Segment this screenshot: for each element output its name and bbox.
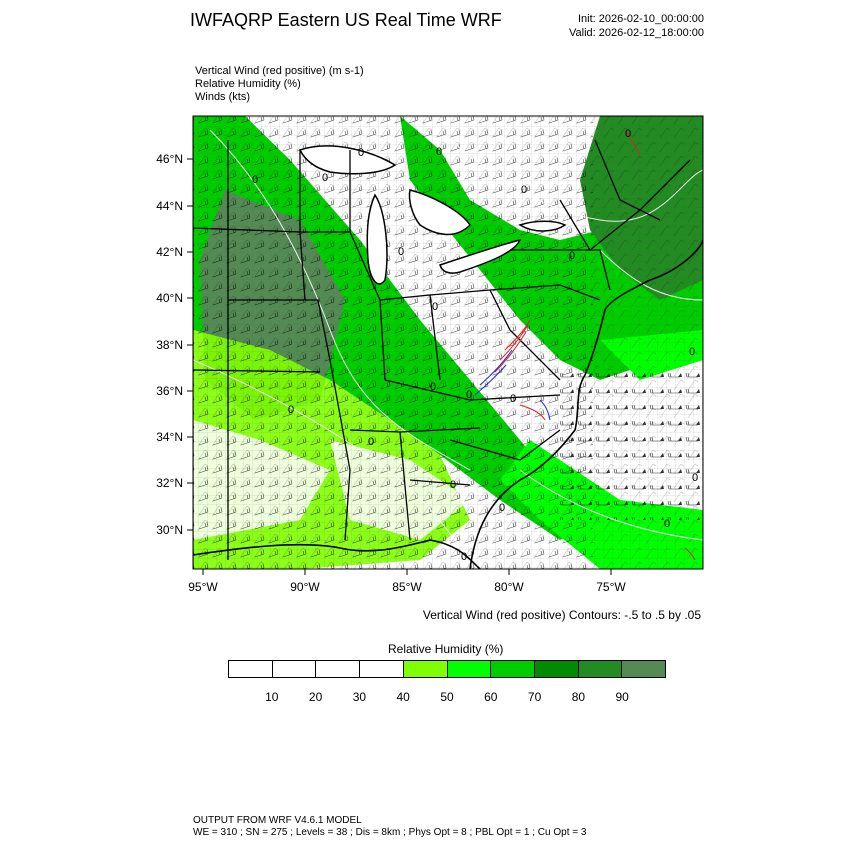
lon-label: 85°W: [392, 580, 422, 594]
contour-label: 0: [510, 393, 516, 405]
lake-michigan: [366, 193, 388, 285]
colorbar-swatch: [447, 661, 492, 677]
contour-label: 0: [569, 250, 575, 262]
lake-superior: [298, 145, 397, 175]
lake-huron: [408, 189, 471, 236]
contour-label: 0: [521, 184, 527, 196]
contour-label: 0: [436, 146, 442, 158]
lat-label: 38°N: [156, 338, 183, 352]
lake-erie: [439, 238, 522, 274]
model-info: OUTPUT FROM WRF V4.6.1 MODEL: [193, 815, 362, 826]
colorbar-label: 60: [484, 690, 498, 704]
colorbar-swatch: [534, 661, 579, 677]
rh-contours: [193, 129, 703, 561]
colorbar-label: 90: [615, 690, 629, 704]
colorbar-swatch: [272, 661, 317, 677]
colorbar-label: 10: [265, 690, 279, 704]
contour-label: 0: [358, 147, 364, 159]
contour-label: 0: [288, 404, 294, 416]
field-winds: Winds (kts): [195, 91, 250, 103]
field-vertical-wind: Vertical Wind (red positive) (m s-1): [195, 65, 364, 77]
contour-label: 0: [664, 518, 670, 530]
colorbar-swatch: [403, 661, 448, 677]
colorbar-swatch: [229, 661, 273, 677]
contour-label: 0: [466, 389, 472, 401]
lat-label: 44°N: [156, 199, 183, 213]
colorbar-label: 40: [396, 690, 410, 704]
lon-label: 80°W: [494, 580, 524, 594]
lat-labels: 46°N 44°N 42°N 40°N 38°N 36°N 34°N 32°N …: [156, 152, 183, 537]
colorbar-label: 20: [308, 690, 323, 704]
colorbar-swatch: [360, 661, 404, 677]
lat-label: 32°N: [156, 476, 183, 490]
colorbar-swatch: [491, 661, 535, 677]
wind-barbs-field: [193, 116, 703, 569]
colorbar-swatch: [622, 661, 666, 677]
lon-label: 95°W: [188, 580, 218, 594]
lon-ticks: [202, 569, 612, 575]
valid-time: Valid: 2026-02-12_18:00:00: [569, 27, 704, 39]
lon-labels: 95°W 90°W 85°W 80°W 75°W: [188, 580, 626, 594]
contour-label: 0: [322, 172, 328, 184]
contour-label: 0: [461, 551, 467, 563]
contour-note: Vertical Wind (red positive) Contours: -…: [422, 608, 701, 622]
lat-label: 36°N: [156, 384, 183, 398]
great-lakes: [298, 145, 567, 285]
colorbar-label: 70: [527, 690, 542, 704]
contour-label: 0: [625, 128, 631, 140]
rh-colorbar: [228, 660, 666, 678]
lon-label: 75°W: [596, 580, 626, 594]
contour-label: 0: [252, 174, 258, 186]
colorbar-label: 50: [440, 690, 454, 704]
field-relative-humidity: Relative Humidity (%): [195, 78, 301, 90]
model-config: WE = 310 ; SN = 275 ; Levels = 38 ; Dis …: [193, 827, 587, 838]
colorbar-label: 30: [352, 690, 367, 704]
colorbar-swatch: [578, 661, 623, 677]
colorbar-swatch: [316, 661, 361, 677]
init-time: Init: 2026-02-10_00:00:00: [578, 13, 704, 25]
map-fields: 0 0 0 0 0 0 0 0 0 0 0 0 0 0 0 0 0 0 0 0: [193, 116, 703, 569]
contour-label: 0: [430, 381, 436, 393]
contour-label: 0: [692, 472, 698, 484]
contour-label: 0: [398, 246, 404, 258]
colorbar-label: 80: [571, 690, 586, 704]
state-borders: [193, 116, 703, 569]
plot-title: IWFAQRP Eastern US Real Time WRF: [190, 10, 502, 30]
lat-label: 46°N: [156, 152, 183, 166]
contour-label: 0: [499, 502, 505, 514]
lon-label: 90°W: [290, 580, 320, 594]
lat-label: 40°N: [156, 291, 183, 305]
contour-label: 0: [450, 479, 456, 491]
map-frame: [192, 115, 704, 570]
contour-label: 0: [368, 436, 374, 448]
lat-label: 34°N: [156, 430, 183, 444]
vertical-wind-contours: [474, 129, 696, 561]
zero-contour-labels: 0 0 0 0 0 0 0 0 0 0 0 0 0 0 0 0 0 0 0 0: [252, 128, 698, 563]
contour-label: 0: [432, 301, 438, 313]
lat-label: 30°N: [156, 523, 183, 537]
contour-label: 0: [689, 346, 695, 358]
lat-ticks: [187, 158, 193, 531]
legend-title: Relative Humidity (%): [388, 642, 504, 656]
lat-label: 42°N: [156, 245, 183, 259]
lake-ontario: [518, 220, 567, 232]
